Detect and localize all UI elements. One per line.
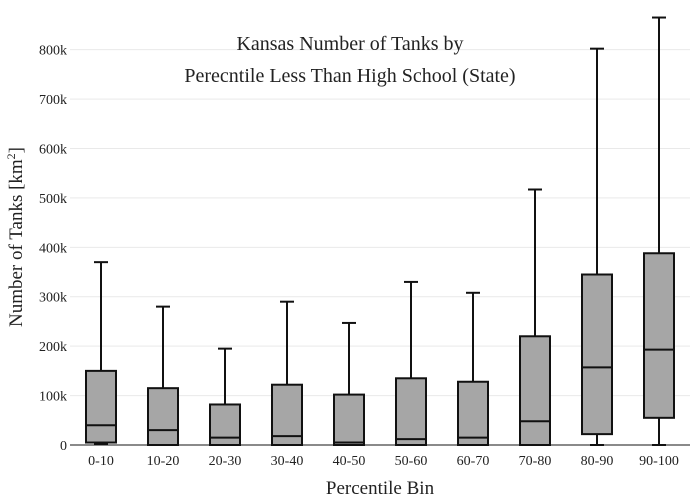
- y-tick-label: 200k: [39, 340, 67, 355]
- box-50-60: [395, 377, 427, 446]
- box-40-50: [333, 393, 365, 446]
- box-30-40: [271, 383, 303, 446]
- y-tick-label: 600k: [39, 142, 67, 157]
- x-tick-label: 10-20: [147, 454, 180, 469]
- y-tick-label: 800k: [39, 44, 67, 59]
- box-90-100: [643, 252, 675, 419]
- y-axis-title-superscript: 2: [4, 153, 18, 159]
- grid-layer: [70, 49, 690, 397]
- x-tick-label: 60-70: [457, 454, 490, 469]
- x-tick-label: 70-80: [519, 454, 552, 469]
- x-tick-label: 30-40: [271, 454, 304, 469]
- y-tick-label: 300k: [39, 291, 67, 306]
- box-70-80: [519, 335, 551, 447]
- box-0-10: [85, 369, 117, 444]
- x-tick-label: 0-10: [88, 454, 114, 469]
- x-axis-title: Percentile Bin: [326, 478, 435, 499]
- box-80-90: [581, 273, 613, 436]
- label-layer: 0 100k 200k 300k 400k 500k 600k 700k 800k 0-10 10-…: [39, 44, 679, 469]
- y-tick-label: 700k: [39, 93, 67, 108]
- y-tick-label: 500k: [39, 192, 67, 207]
- chart-title-line-1: Kansas Number of Tanks by: [236, 33, 463, 55]
- x-tick-label: 20-30: [209, 454, 242, 469]
- x-tick-label: 50-60: [395, 454, 428, 469]
- x-tick-label: 40-50: [333, 454, 366, 469]
- box-60-70: [457, 380, 489, 446]
- x-tick-label: 90-100: [639, 454, 679, 469]
- box-10-20: [147, 387, 179, 447]
- box-layer: [85, 16, 675, 447]
- y-axis-title-suffix: ]: [6, 147, 27, 153]
- chart-title-line-2: Perecntile Less Than High School (State): [184, 65, 515, 87]
- y-tick-label: 100k: [39, 390, 67, 405]
- y-axis-title-main: Number of Tanks [km: [6, 159, 27, 327]
- y-tick-label: 400k: [39, 241, 67, 256]
- box-20-30: [209, 403, 241, 446]
- x-tick-label: 80-90: [581, 454, 614, 469]
- y-tick-label: 0: [60, 439, 67, 454]
- y-axis-title: Number of Tanks [km2]: [4, 147, 27, 327]
